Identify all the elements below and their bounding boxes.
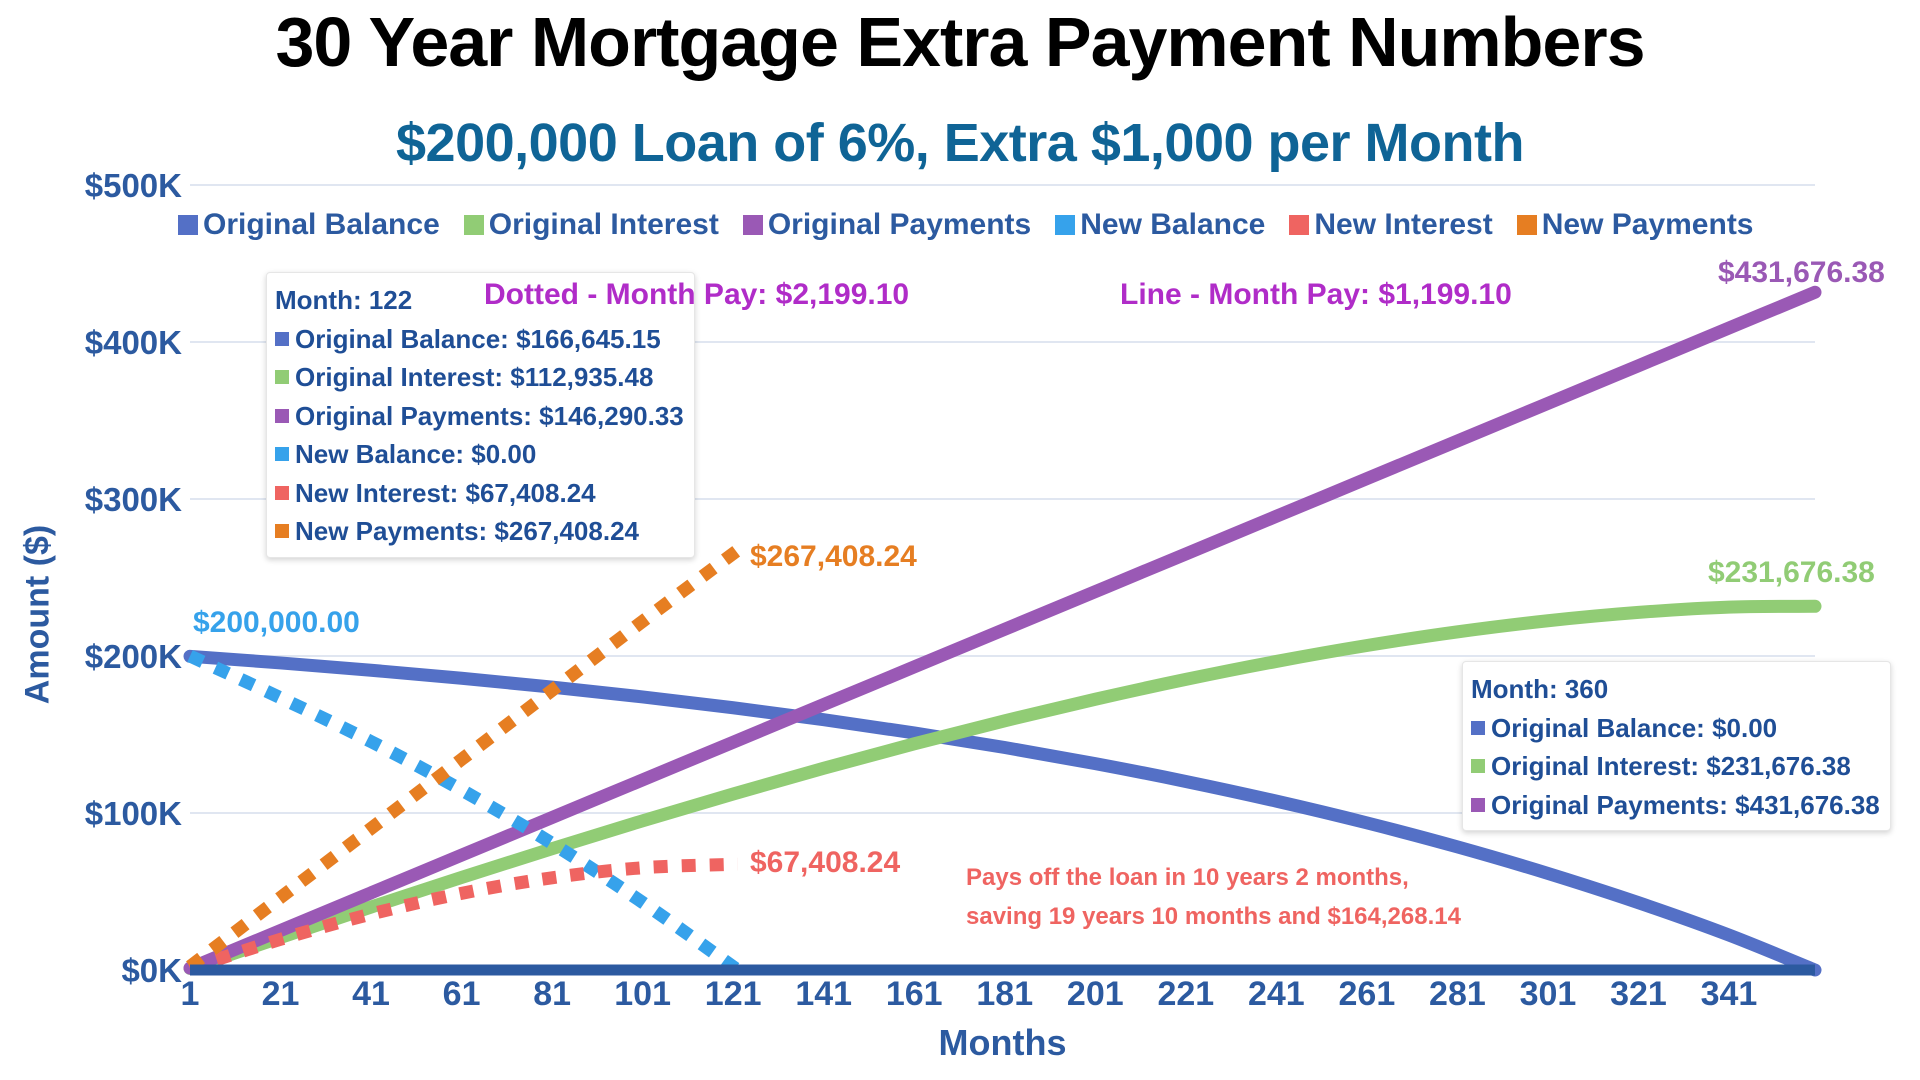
y-tick: $200K <box>84 638 182 675</box>
y-tick: $300K <box>84 481 182 518</box>
x-tick: 61 <box>442 975 481 1013</box>
series-lines <box>183 285 1822 977</box>
tooltip-row: Original Balance: $166,645.15 <box>275 320 684 359</box>
swatch-icon <box>1471 797 1485 812</box>
x-tick: 181 <box>976 975 1034 1013</box>
x-tick: 141 <box>795 975 853 1013</box>
x-tick: 221 <box>1157 975 1215 1013</box>
y-axis-label: Amount ($) <box>18 524 57 705</box>
series-original-balance[interactable] <box>183 649 1822 977</box>
x-axis-label: Months <box>938 1022 1067 1063</box>
label-original-payments-end: $431,676.38 <box>1718 256 1885 289</box>
y-tick: $500K <box>84 167 182 204</box>
swatch-icon <box>1471 759 1485 774</box>
legend-item-original-payments[interactable]: Original Payments <box>742 208 1031 242</box>
payoff-annotation: Pays off the loan in 10 years 2 months, … <box>966 864 1461 930</box>
x-tick: 301 <box>1519 975 1577 1013</box>
series-new-balance[interactable] <box>187 650 742 976</box>
legend-item-original-balance[interactable]: Original Balance <box>178 208 440 242</box>
swatch-icon <box>275 447 289 462</box>
tooltip-row: Original Payments: $431,676.38 <box>1471 786 1880 825</box>
dotted-note: Dotted - Month Pay: $2,199.10 <box>484 278 910 311</box>
series-original-payments[interactable] <box>183 285 1822 975</box>
label-new-interest-end: $67,408.24 <box>750 846 901 879</box>
legend-swatch-icon <box>742 215 763 235</box>
swatch-icon <box>1471 720 1485 735</box>
swatch-icon <box>275 485 289 500</box>
line-note: Line - Month Pay: $1,199.10 <box>1120 278 1512 311</box>
tooltip-row: New Balance: $0.00 <box>275 435 684 474</box>
tooltip-row: New Payments: $267,408.24 <box>275 512 684 551</box>
x-tick: 341 <box>1700 975 1758 1013</box>
tooltip-row: Original Payments: $146,290.33 <box>275 397 684 436</box>
legend-item-new-interest[interactable]: New Interest <box>1289 208 1493 242</box>
x-tick: 261 <box>1338 975 1396 1013</box>
label-new-payments-end: $267,408.24 <box>750 540 917 573</box>
x-tick: 81 <box>533 975 572 1013</box>
x-tick: 1 <box>180 975 200 1013</box>
series-new-payments[interactable] <box>186 544 742 972</box>
x-tick: 241 <box>1247 975 1305 1013</box>
legend: Original Balance Original Interest Origi… <box>178 208 1754 242</box>
swatch-icon <box>275 408 289 423</box>
tooltip-month-122: Month: 122 Original Balance: $166,645.15… <box>266 272 695 558</box>
swatch-icon <box>275 370 289 385</box>
y-tick: $100K <box>84 795 182 832</box>
legend-item-original-interest[interactable]: Original Interest <box>463 208 719 242</box>
x-tick: 41 <box>352 975 390 1013</box>
legend-item-new-payments[interactable]: New Payments <box>1516 208 1754 242</box>
tooltip-row: Original Interest: $231,676.38 <box>1471 747 1880 786</box>
y-tick: $400K <box>84 324 182 361</box>
label-original-interest-end: $231,676.38 <box>1708 556 1875 589</box>
legend-swatch-icon <box>463 215 484 235</box>
chart-title: 30 Year Mortgage Extra Payment Numbers <box>275 3 1645 81</box>
x-tick: 321 <box>1610 975 1667 1013</box>
x-tick: 121 <box>704 975 762 1013</box>
series-new-interest[interactable] <box>188 857 738 975</box>
legend-swatch-icon <box>1055 215 1076 235</box>
swatch-icon <box>275 331 289 346</box>
tooltip-row: New Interest: $67,408.24 <box>275 474 684 513</box>
tooltip-row: Original Interest: $112,935.48 <box>275 358 684 397</box>
chart-subtitle: $200,000 Loan of 6%, Extra $1,000 per Mo… <box>396 113 1524 173</box>
legend-item-new-balance[interactable]: New Balance <box>1055 208 1265 242</box>
x-tick: 101 <box>614 975 671 1013</box>
legend-swatch-icon <box>178 215 198 235</box>
x-tick: 201 <box>1066 975 1124 1013</box>
legend-swatch-icon <box>1516 215 1537 235</box>
tooltip-row: Original Balance: $0.00 <box>1471 709 1880 748</box>
tooltip-month-360: Month: 360 Original Balance: $0.00 Origi… <box>1462 661 1891 831</box>
label-new-balance-start: $200,000.00 <box>193 606 360 639</box>
swatch-icon <box>275 524 289 539</box>
series-original-interest[interactable] <box>183 599 1822 975</box>
tooltip-header: Month: 122 <box>275 285 413 315</box>
x-tick: 161 <box>885 975 943 1013</box>
legend-swatch-icon <box>1289 215 1310 235</box>
x-tick: 281 <box>1429 975 1486 1013</box>
tooltip-header: Month: 360 <box>1471 674 1609 704</box>
y-tick: $0K <box>121 952 182 989</box>
x-tick: 21 <box>261 975 300 1013</box>
